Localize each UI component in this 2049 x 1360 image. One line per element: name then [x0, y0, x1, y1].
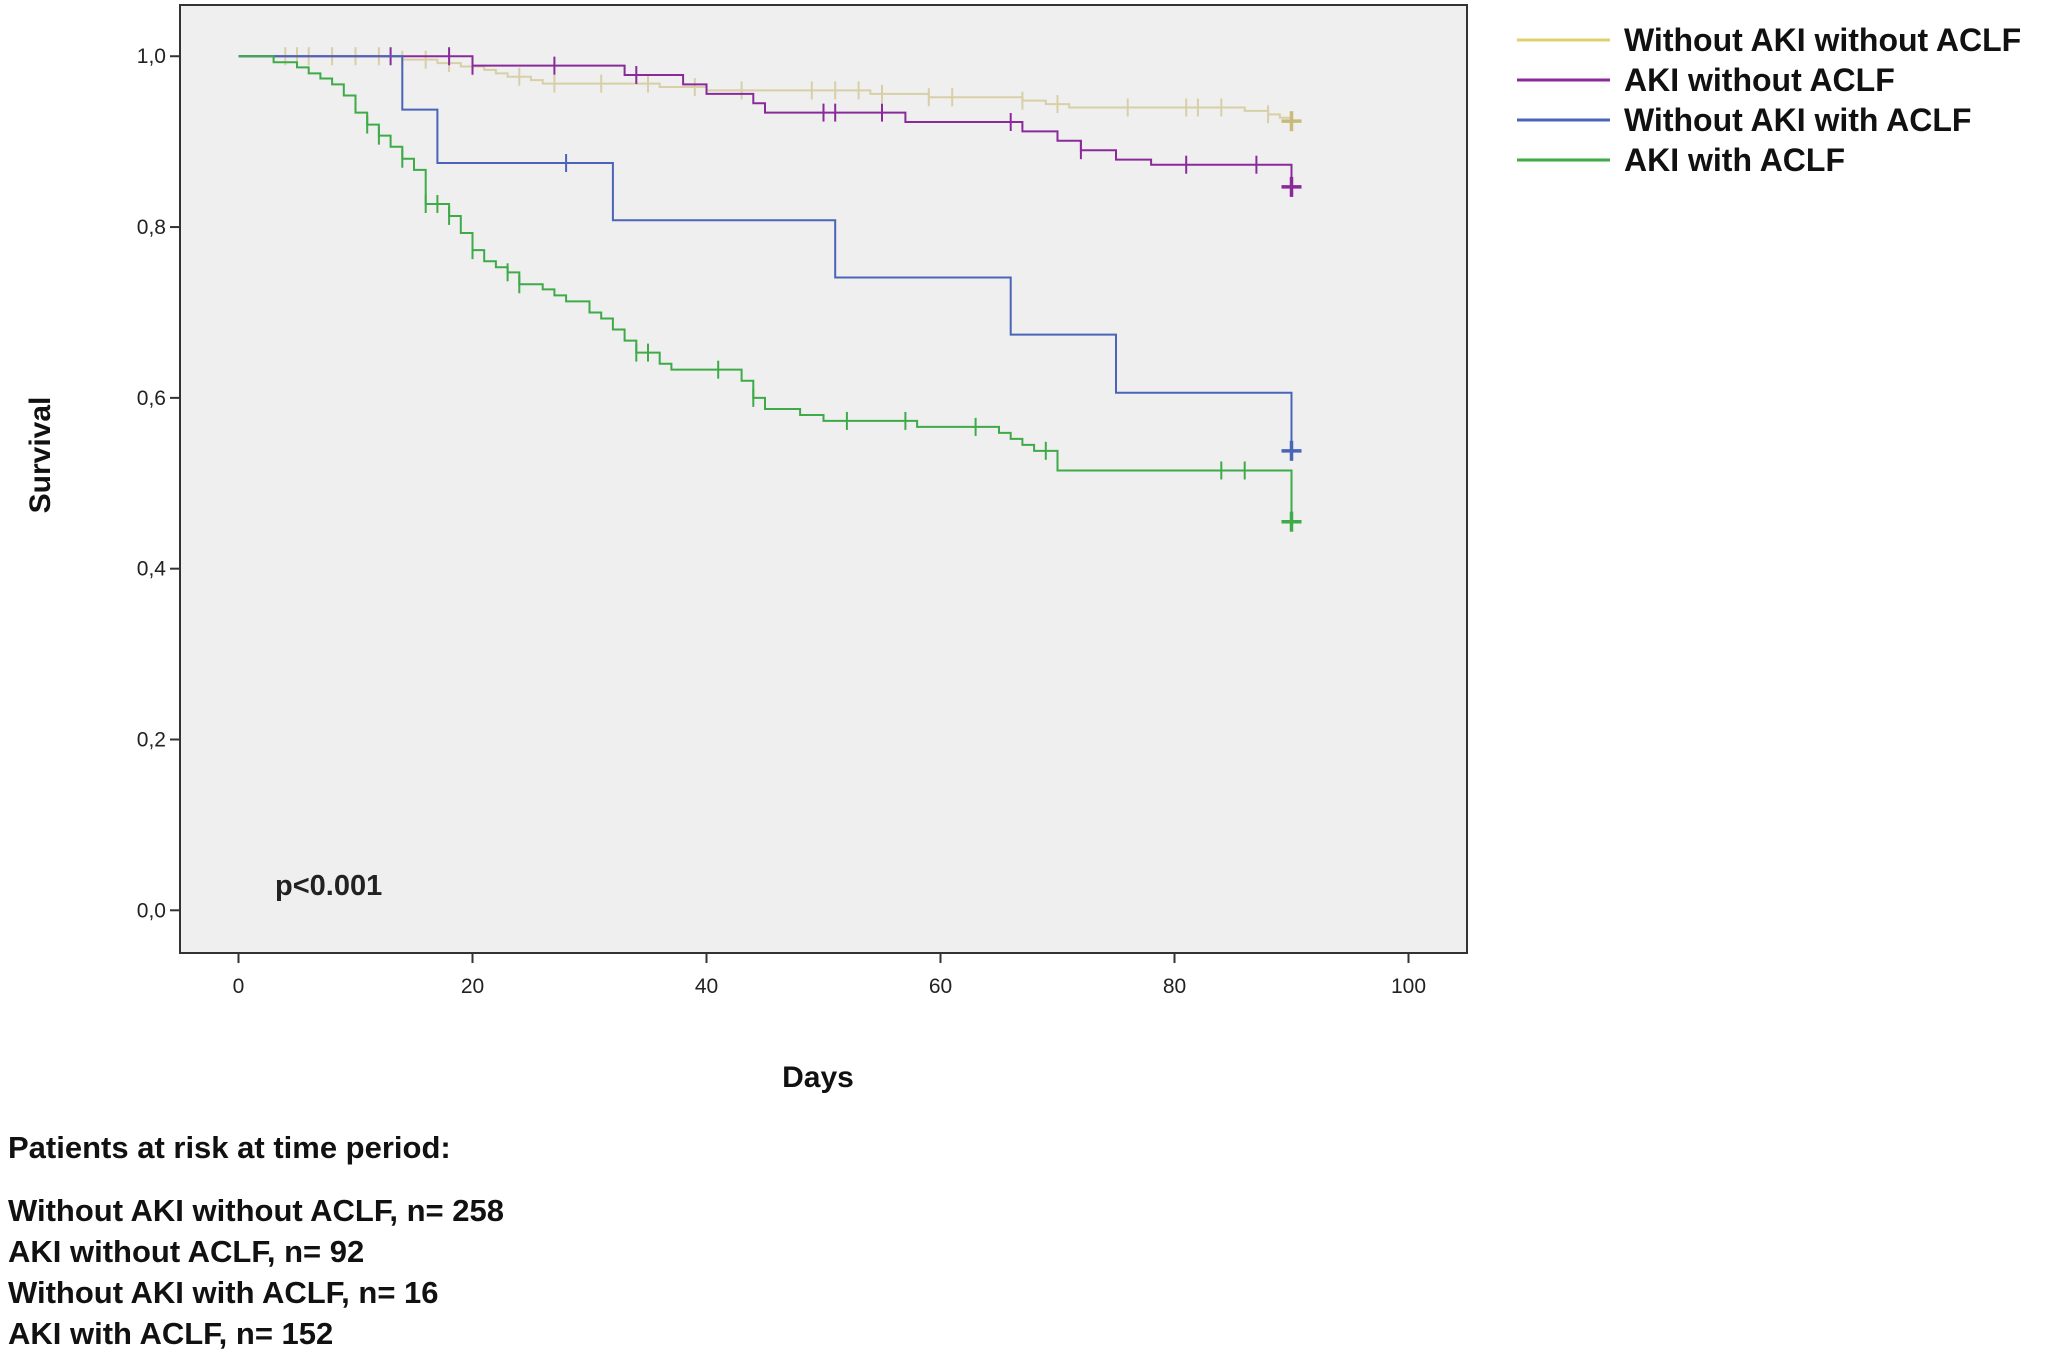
legend: Without AKI without ACLF AKI without ACLF…: [1517, 22, 2021, 178]
x-tick-label: 60: [929, 975, 952, 998]
x-tick-label: 80: [1163, 975, 1186, 998]
legend-label-2: Without AKI with ACLF: [1624, 102, 1971, 138]
censor-mark-3: [1281, 511, 1302, 532]
risk-table: Patients at risk at time period: Without…: [8, 1128, 504, 1354]
risk-row-aki-with-aclf: AKI with ACLF, n= 152: [8, 1316, 334, 1351]
x-tick-label: 40: [695, 975, 718, 998]
risk-row-without-aki-without-aclf: Without AKI without ACLF, n= 258: [8, 1193, 504, 1228]
plot-area: [179, 4, 1468, 954]
x-tick-label: 20: [461, 975, 484, 998]
risk-row-aki-without-aclf: AKI without ACLF, n= 92: [8, 1234, 365, 1269]
y-tick-label: 1,0: [137, 45, 166, 68]
x-tick-label: 100: [1391, 975, 1426, 998]
y-tick-label: 0,2: [137, 728, 166, 751]
series-line-2: [238, 55, 1293, 451]
x-tick-label: 0: [233, 975, 245, 998]
y-tick-label: 0,8: [137, 216, 166, 239]
series-line-1: [238, 55, 1293, 187]
y-tick-label: 0,6: [137, 387, 166, 410]
p-value-annotation: p<0.001: [275, 870, 382, 902]
legend-label-3: AKI with ACLF: [1624, 142, 1845, 178]
censor-mark-0: [1281, 111, 1302, 132]
legend-label-0: Without AKI without ACLF: [1624, 22, 2021, 58]
series-line-0: [238, 55, 1293, 122]
risk-table-heading: Patients at risk at time period:: [8, 1130, 451, 1165]
y-tick-label: 0,4: [137, 558, 167, 581]
y-tick-label: 0,0: [137, 899, 166, 922]
axes: 0 20 40 60 80 100 0,0 0,2 0,4 0,6 0,8 1,0: [137, 45, 1426, 998]
censor-mark-2: [1281, 440, 1302, 461]
censor-mark-1: [1281, 176, 1302, 197]
x-axis-title: Days: [782, 1061, 854, 1094]
risk-row-without-aki-with-aclf: Without AKI with ACLF, n= 16: [8, 1275, 439, 1310]
series-layer: [238, 47, 1302, 532]
legend-label-1: AKI without ACLF: [1624, 62, 1895, 98]
y-axis-title: Survival: [24, 397, 57, 514]
